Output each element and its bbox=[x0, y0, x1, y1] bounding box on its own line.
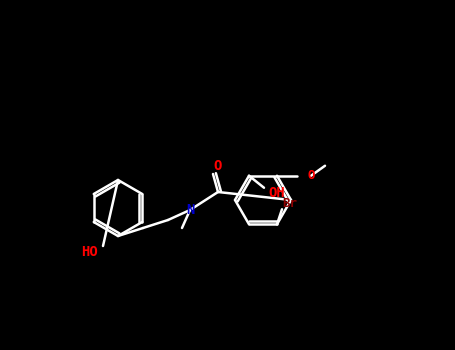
Text: O: O bbox=[214, 159, 222, 173]
Text: OH: OH bbox=[268, 186, 285, 200]
Text: O: O bbox=[307, 169, 315, 182]
Text: HO: HO bbox=[81, 245, 98, 259]
Text: N: N bbox=[186, 203, 194, 217]
Text: Br: Br bbox=[283, 197, 298, 210]
